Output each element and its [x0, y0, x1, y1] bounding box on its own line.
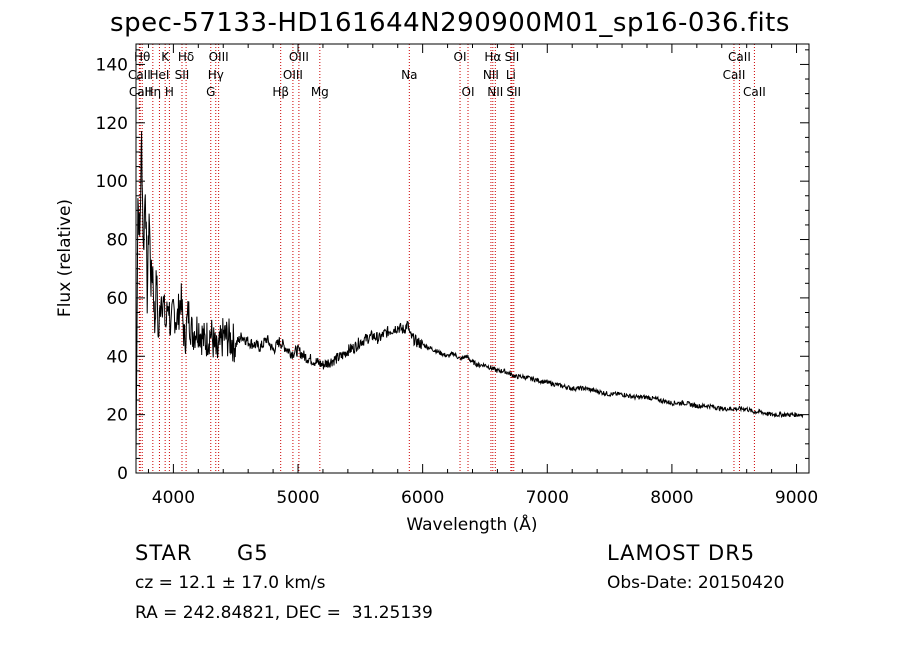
- object-class: STAR: [135, 541, 193, 565]
- plot-frame: [135, 43, 810, 474]
- x-tick-label: 7000: [526, 488, 569, 508]
- y-tick-label: 100: [96, 172, 128, 192]
- survey-release: LAMOST DR5: [607, 541, 756, 565]
- x-axis-label: Wavelength (Å): [406, 513, 537, 535]
- redshift-value: cz = 12.1 ± 17.0 km/s: [135, 573, 326, 593]
- y-tick-label: 20: [106, 406, 128, 426]
- y-tick-label: 140: [96, 55, 128, 75]
- line-marker-label: OI: [454, 50, 467, 64]
- observation-date: Obs-Date: 20150420: [607, 573, 785, 593]
- line-marker-label: HeI: [149, 68, 169, 82]
- line-marker-label: CaII: [728, 50, 751, 64]
- line-marker-label: G: [206, 85, 215, 99]
- line-marker-label: OIII: [209, 50, 229, 64]
- line-marker-label: SII: [506, 85, 521, 99]
- coordinates: RA = 242.84821, DEC = 31.25139: [135, 603, 433, 623]
- line-marker-label: SII: [175, 68, 190, 82]
- y-tick-label: 0: [117, 464, 128, 484]
- line-marker-label: Hα: [484, 50, 501, 64]
- y-axis: 0 20 40 60 80 100 120 140: [96, 49, 809, 484]
- line-marker-label: Hθ: [134, 50, 150, 64]
- x-tick-label: 6000: [401, 488, 444, 508]
- line-marker-label: Na: [401, 68, 417, 82]
- line-marker-label: CaII: [743, 85, 766, 99]
- spectrum-series: [135, 130, 804, 459]
- x-tick-label: 4000: [152, 488, 195, 508]
- object-subclass: G5: [237, 541, 269, 565]
- x-axis: 4000 5000 6000 7000 8000 9000: [147, 44, 818, 508]
- line-marker-label: H: [165, 85, 174, 99]
- line-marker-label: K: [161, 50, 170, 64]
- line-marker-label: CaII: [723, 68, 746, 82]
- spectrum-line: [135, 130, 804, 459]
- line-marker-label: OIII: [289, 50, 309, 64]
- chart-title: spec-57133-HD161644N290900M01_sp16-036.f…: [110, 8, 790, 38]
- line-marker-label: NII: [483, 68, 499, 82]
- line-marker-label: SII: [505, 50, 520, 64]
- line-marker-label: Hβ: [272, 85, 289, 99]
- line-markers: [138, 44, 755, 473]
- line-marker-label: Hδ: [178, 50, 194, 64]
- y-axis-label: Flux (relative): [55, 199, 75, 317]
- x-tick-label: 5000: [276, 488, 319, 508]
- line-marker-labels: CaIICaIIHθHηHeIKHSIIHδGHγOIIIHβOIIIOIIIM…: [128, 50, 766, 99]
- line-marker-label: NII: [487, 85, 503, 99]
- y-tick-label: 60: [106, 289, 128, 309]
- line-marker-label: Li: [506, 68, 516, 82]
- y-tick-label: 120: [96, 114, 128, 134]
- y-tick-label: 80: [106, 231, 128, 251]
- line-marker-label: CaII: [128, 68, 151, 82]
- y-tick-label: 40: [106, 347, 128, 367]
- x-tick-label: 9000: [775, 488, 818, 508]
- line-marker-label: Hη: [145, 85, 162, 99]
- line-marker-label: Hγ: [208, 68, 224, 82]
- line-marker-label: OI: [462, 85, 475, 99]
- x-tick-label: 8000: [650, 488, 693, 508]
- line-marker-label: CaII: [129, 85, 152, 99]
- line-marker-label: OIII: [283, 68, 303, 82]
- line-marker-label: Mg: [311, 85, 329, 99]
